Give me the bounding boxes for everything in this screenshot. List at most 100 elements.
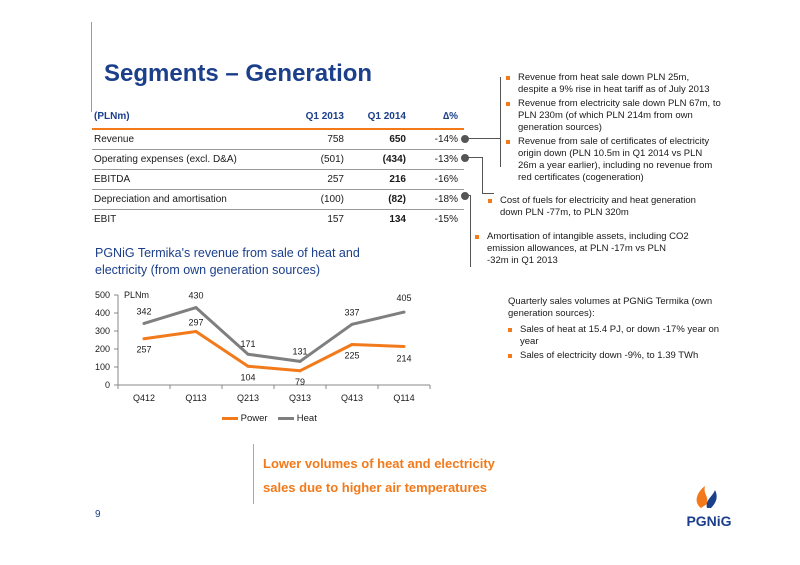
legend-power-label: Power xyxy=(240,413,268,424)
list-item: Sales of heat at 15.4 PJ, or down -17% y… xyxy=(508,324,723,348)
data-point-power xyxy=(350,343,354,346)
data-label-heat: 342 xyxy=(136,306,151,316)
data-point-heat xyxy=(194,306,198,310)
cell-q1-2014: (82) xyxy=(388,194,406,205)
connector-line xyxy=(482,193,494,194)
data-label-power: 297 xyxy=(188,318,203,328)
connector-dot xyxy=(460,153,470,163)
data-point-power xyxy=(402,344,406,348)
cell-q1-2013: (100) xyxy=(320,194,344,205)
bullet-icon xyxy=(506,102,510,106)
list-item: Revenue from electricity sale down PLN 6… xyxy=(506,98,722,134)
opex-note: Cost of fuels for electricity and heat g… xyxy=(488,195,700,221)
row-label: EBITDA xyxy=(94,174,131,185)
data-point-heat xyxy=(142,321,146,325)
connector-line xyxy=(466,138,500,139)
row-label: Depreciation and amortisation xyxy=(94,194,227,205)
pgnig-logo: PGNiG xyxy=(683,484,735,529)
data-label-heat: 337 xyxy=(344,307,359,317)
data-label-heat: 405 xyxy=(396,293,411,303)
bullet-icon xyxy=(508,354,512,358)
table-row: Depreciation and amortisation (100) (82)… xyxy=(92,190,464,210)
y-axis-label: PLNm xyxy=(124,290,149,300)
cell-q1-2013: 257 xyxy=(327,174,344,185)
amortisation-note: Amortisation of intangible assets, inclu… xyxy=(475,231,690,269)
table-row: Revenue 758 650 -14% xyxy=(92,130,464,150)
cell-q1-2014: 216 xyxy=(389,174,406,185)
data-label-power: 214 xyxy=(396,353,411,363)
cell-delta: -18% xyxy=(434,194,458,205)
note-text: Revenue from heat sale down PLN 25m, des… xyxy=(518,72,710,95)
note-text: Revenue from sale of certificates of ele… xyxy=(518,136,713,183)
legend-heat-swatch xyxy=(278,416,295,420)
bullet-icon xyxy=(508,328,512,332)
bullet-icon xyxy=(506,76,510,80)
x-tick-label: Q213 xyxy=(237,393,259,403)
x-tick-label: Q313 xyxy=(289,393,311,403)
data-label-power: 225 xyxy=(344,351,359,361)
volumes-intro: Quarterly sales volumes at PGNiG Termika… xyxy=(508,296,713,319)
financial-table: (PLNm) Q1 2013 Q1 2014 ∆% Revenue 758 65… xyxy=(92,106,464,229)
y-tick-label: 200 xyxy=(95,344,110,354)
data-point-heat xyxy=(350,322,354,326)
volume-text: Sales of electricity down -9%, to 1.39 T… xyxy=(520,350,699,361)
row-label: Operating expenses (excl. D&A) xyxy=(94,154,237,165)
list-item: Amortisation of intangible assets, inclu… xyxy=(475,231,690,267)
callout-box xyxy=(253,444,554,504)
chart-legend: Power Heat xyxy=(222,413,317,424)
table-header: (PLNm) Q1 2013 Q1 2014 ∆% xyxy=(92,106,464,130)
connector-line xyxy=(466,157,482,158)
col-header-delta: ∆% xyxy=(442,111,458,122)
cell-q1-2013: (501) xyxy=(320,154,344,165)
y-tick-label: 500 xyxy=(95,290,110,300)
connector-dot xyxy=(460,191,470,201)
logo-text: PGNiG xyxy=(686,513,732,529)
series-line-power xyxy=(143,330,405,373)
note-text: Amortisation of intangible assets, inclu… xyxy=(487,231,689,266)
revenue-line-chart: PLNm 0 100 200 300 400 500 Q412 Q113 Q213 Q313 Q41… xyxy=(95,290,431,403)
flame-icon xyxy=(696,486,717,508)
y-tick-label: 300 xyxy=(95,326,110,336)
row-label: EBIT xyxy=(94,214,117,225)
cell-q1-2014: 134 xyxy=(389,214,406,225)
x-tick-label: Q113 xyxy=(185,393,206,403)
col-header-q1-2014: Q1 2014 xyxy=(367,111,406,122)
data-point-power xyxy=(142,337,146,341)
note-text: Cost of fuels for electricity and heat g… xyxy=(500,195,696,218)
callout-line: sales due to higher air temperatures xyxy=(263,480,487,495)
data-label-heat: 430 xyxy=(188,291,203,301)
legend-power-swatch xyxy=(222,416,238,420)
connector-dot xyxy=(460,134,470,144)
data-point-heat xyxy=(402,310,406,314)
data-label-power: 104 xyxy=(240,372,255,382)
y-tick-label: 100 xyxy=(95,362,110,372)
y-tick-label: 400 xyxy=(95,308,110,318)
page-title: Segments – Generation xyxy=(104,60,373,87)
table-row: EBITDA 257 216 -16% xyxy=(92,170,464,190)
cell-delta: -14% xyxy=(434,134,458,145)
col-header-unit: (PLNm) xyxy=(94,111,130,122)
cell-delta: -15% xyxy=(434,214,458,225)
connector-line xyxy=(470,195,471,267)
connector-line xyxy=(466,195,470,196)
data-point-power xyxy=(298,369,302,373)
table-row: Operating expenses (excl. D&A) (501) (43… xyxy=(92,150,464,170)
legend-heat-label: Heat xyxy=(296,413,317,424)
x-tick-label: Q114 xyxy=(393,393,414,403)
callout-line: Lower volumes of heat and electricity xyxy=(263,456,495,471)
cell-q1-2014: (434) xyxy=(382,154,406,165)
note-text: Revenue from electricity sale down PLN 6… xyxy=(518,98,721,133)
connector-line xyxy=(500,77,501,167)
connector-line xyxy=(482,157,483,193)
data-label-heat: 171 xyxy=(240,339,255,349)
list-item: Cost of fuels for electricity and heat g… xyxy=(488,195,700,219)
data-label-heat: 131 xyxy=(292,346,307,356)
volumes-panel: Quarterly sales volumes at PGNiG Termika… xyxy=(508,296,723,364)
cell-q1-2014: 650 xyxy=(389,134,406,145)
col-header-q1-2013: Q1 2013 xyxy=(305,111,344,122)
list-item: Sales of electricity down -9%, to 1.39 T… xyxy=(508,350,723,362)
data-point-heat xyxy=(298,359,302,363)
x-tick-label: Q413 xyxy=(341,393,363,403)
series-line-heat xyxy=(143,306,405,363)
cell-q1-2013: 758 xyxy=(327,134,344,145)
